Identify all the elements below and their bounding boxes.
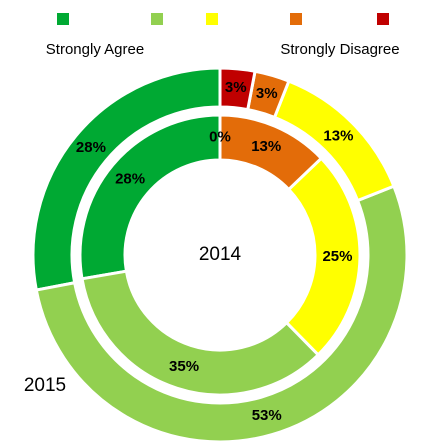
legend-label: Strongly Agree (46, 41, 144, 58)
value-label: 3% (225, 79, 247, 96)
legend-swatch (151, 13, 163, 25)
legend-label: Strongly Disagree (280, 41, 399, 58)
value-label: 0% (209, 128, 231, 145)
slice (218, 66, 257, 112)
value-label: 13% (323, 128, 353, 145)
slice (80, 269, 321, 397)
value-label: 13% (251, 138, 281, 155)
value-label: 25% (322, 248, 352, 265)
legend-swatch (57, 13, 69, 25)
value-label: 53% (252, 407, 282, 424)
series-label: 2015 (24, 375, 66, 396)
legend-swatch (377, 13, 389, 25)
legend-swatch (206, 13, 218, 25)
series-label: 2014 (199, 244, 242, 265)
value-label: 28% (76, 139, 106, 156)
value-label: 3% (256, 85, 278, 102)
slice (218, 113, 324, 192)
value-label: 28% (115, 170, 145, 187)
legend-swatch (290, 13, 302, 25)
slice (34, 184, 409, 442)
value-label: 35% (169, 358, 199, 375)
